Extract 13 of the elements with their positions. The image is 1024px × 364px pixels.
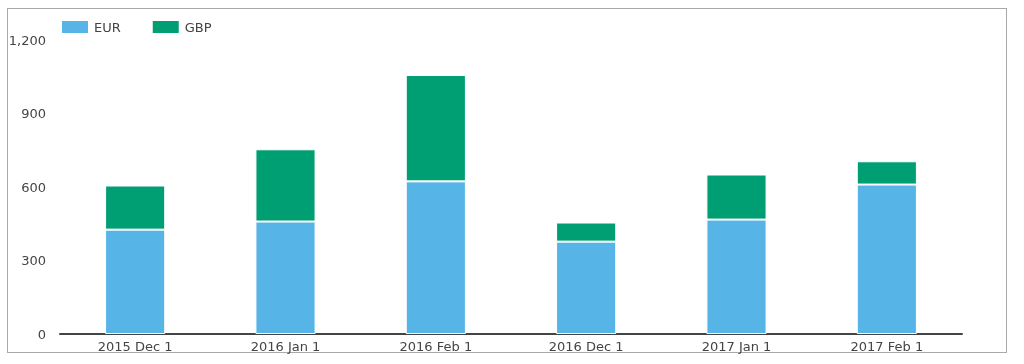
y-tick-label: 900 — [21, 106, 46, 121]
y-tick-label: 600 — [21, 179, 46, 195]
legend-label: EUR — [94, 19, 121, 35]
y-tick-label: 300 — [21, 253, 46, 268]
x-tick-label: 2016 Feb 1 — [399, 339, 473, 354]
y-tick-label: 1,200 — [8, 32, 46, 48]
y-tick-label: 0 — [37, 326, 46, 342]
x-tick-label: 2016 Jan 1 — [250, 339, 321, 354]
x-tick-label: 2017 Feb 1 — [850, 339, 924, 354]
x-tick-label: 2017 Jan 1 — [701, 339, 772, 354]
x-tick-label: 2016 Dec 1 — [548, 339, 624, 354]
x-tick-label: 2015 Dec 1 — [97, 339, 173, 354]
legend-label: GBP — [184, 19, 212, 35]
